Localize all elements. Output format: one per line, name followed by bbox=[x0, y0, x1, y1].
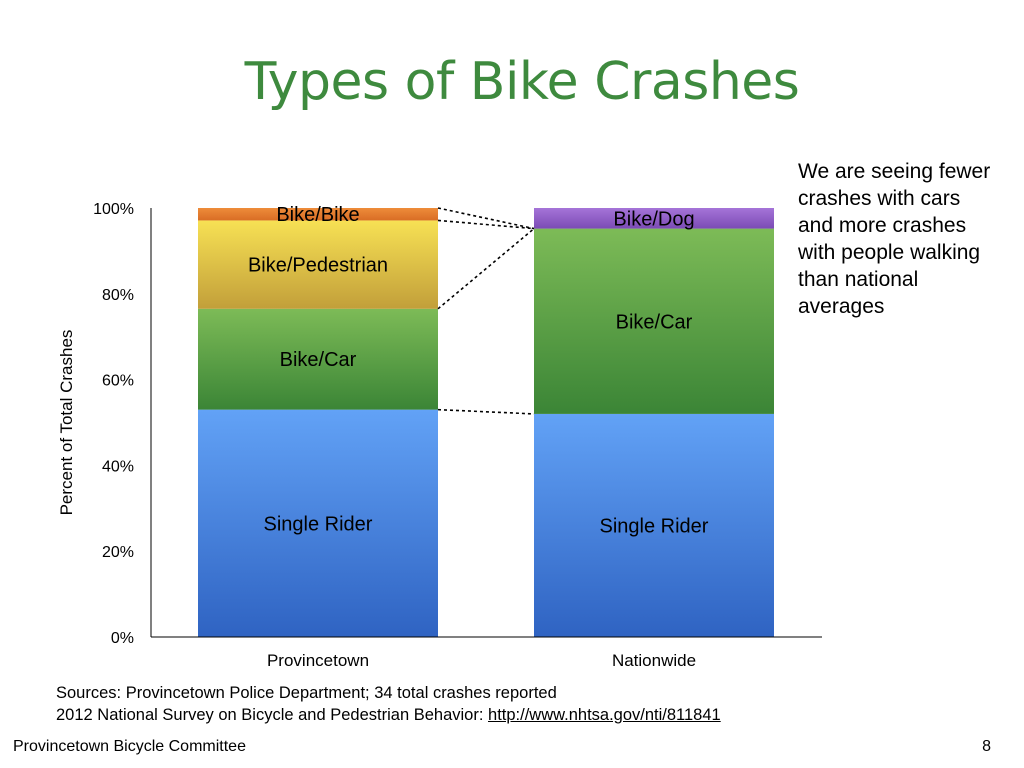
y-tick-label: 80% bbox=[102, 287, 134, 304]
y-tick-label: 0% bbox=[111, 630, 134, 647]
y-tick-label: 100% bbox=[93, 201, 134, 218]
stacked-bar-chart: 0% 20% 40% 60% 80% 100% Provincetown Nationwide… bbox=[57, 201, 822, 670]
bar-nationwide-single-rider bbox=[534, 413, 774, 637]
y-axis-title: Percent of Total Crashes bbox=[57, 330, 76, 516]
bar-provincetown-single-rider bbox=[198, 409, 438, 637]
data-label-provincetown-bike-bike: Bike/Bike bbox=[276, 204, 359, 226]
y-tick-label: 20% bbox=[102, 544, 134, 561]
sources-line-2: 2012 National Survey on Bicycle and Pede… bbox=[56, 704, 721, 726]
side-note: We are seeing fewer crashes with cars an… bbox=[798, 160, 991, 318]
data-label-nationwide-single-rider: Single Rider bbox=[600, 515, 709, 537]
data-label-nationwide-bike-dog: Bike/Dog bbox=[613, 208, 694, 230]
y-tick-label: 40% bbox=[102, 458, 134, 475]
bar-provincetown-bike-bike bbox=[198, 208, 438, 221]
data-label-provincetown-bike-pedestrian: Bike/Pedestrian bbox=[248, 255, 388, 277]
sources-line-1: Sources: Provincetown Police Department;… bbox=[56, 684, 557, 702]
page-number: 8 bbox=[982, 738, 991, 755]
bar-provincetown-bike-car bbox=[198, 308, 438, 410]
comparison-connector-line bbox=[437, 207, 535, 230]
footer-organization: Provincetown Bicycle Committee bbox=[13, 738, 246, 755]
data-label-provincetown-bike-car: Bike/Car bbox=[280, 349, 357, 371]
slide-title: Types of Bike Crashes bbox=[244, 52, 800, 112]
comparison-connector-line bbox=[437, 219, 535, 230]
bar-nationwide-bike-dog bbox=[534, 208, 774, 229]
data-label-provincetown-single-rider: Single Rider bbox=[264, 513, 373, 535]
nhtsa-link[interactable]: http://www.nhtsa.gov/nti/811841 bbox=[488, 706, 721, 724]
y-tick-label: 60% bbox=[102, 373, 134, 390]
sources-line-2-prefix: 2012 National Survey on Bicycle and Pede… bbox=[56, 706, 489, 724]
comparison-connector-line bbox=[437, 408, 535, 415]
comparison-connector-line bbox=[437, 227, 535, 310]
x-tick-label-nationwide: Nationwide bbox=[612, 651, 696, 670]
bar-nationwide-bike-car bbox=[534, 228, 774, 414]
x-tick-label-provincetown: Provincetown bbox=[267, 651, 369, 670]
data-label-nationwide-bike-car: Bike/Car bbox=[616, 311, 693, 333]
bar-provincetown-bike-pedestrian bbox=[198, 220, 438, 309]
sources: Sources: Provincetown Police Department;… bbox=[56, 682, 721, 726]
